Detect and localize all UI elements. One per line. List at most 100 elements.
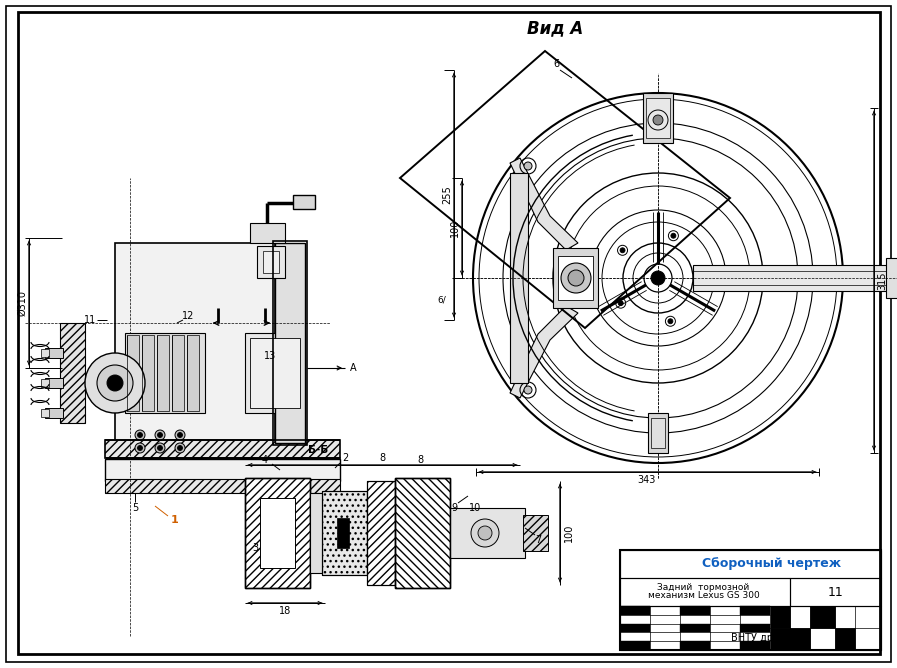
Text: 1: 1 [171, 515, 179, 525]
Bar [395, 478, 450, 588]
Circle shape [478, 526, 492, 540]
Bar [886, 258, 897, 298]
Text: Задний  тормозной: Задний тормозной [658, 584, 750, 593]
Bar [187, 335, 199, 411]
Bar [157, 335, 169, 411]
Polygon shape [510, 173, 528, 383]
Bar [245, 333, 305, 413]
Bar [770, 628, 810, 650]
Bar [250, 223, 285, 243]
Circle shape [671, 233, 676, 238]
Text: Сборочный чертеж: Сборочный чертеж [701, 558, 841, 570]
Circle shape [175, 443, 185, 453]
Bar [770, 606, 790, 628]
Circle shape [561, 263, 591, 293]
Circle shape [155, 443, 165, 453]
Bar [41, 349, 49, 357]
Bar [620, 550, 881, 650]
Bar [60, 323, 85, 423]
Text: 100: 100 [450, 219, 460, 237]
Text: 10: 10 [469, 503, 481, 513]
Circle shape [137, 446, 143, 450]
Bar [105, 440, 340, 458]
Text: 8: 8 [379, 453, 385, 463]
Bar [45, 348, 63, 358]
Circle shape [155, 430, 165, 440]
Bar [125, 333, 205, 413]
Bar [337, 518, 349, 548]
Bar [558, 256, 593, 300]
Bar [523, 515, 548, 551]
Bar [293, 195, 315, 209]
Circle shape [701, 277, 705, 282]
Bar [367, 481, 395, 585]
Bar [553, 248, 598, 308]
Text: 11: 11 [827, 585, 843, 599]
Bar [620, 641, 650, 650]
Text: 100: 100 [564, 524, 574, 542]
Circle shape [178, 432, 182, 438]
Text: 13: 13 [264, 351, 276, 361]
Bar [620, 606, 650, 615]
Bar [45, 408, 63, 418]
Text: 4: 4 [262, 455, 268, 465]
Bar [250, 338, 300, 408]
Bar [680, 624, 710, 633]
Bar [620, 606, 881, 650]
Bar [740, 606, 770, 615]
Circle shape [524, 162, 532, 170]
Bar [693, 265, 888, 291]
Text: 6/: 6/ [438, 295, 447, 305]
Bar [680, 641, 710, 650]
Text: ВНТУ дp.01110: ВНТУ дp.01110 [731, 633, 806, 643]
Text: 343: 343 [638, 475, 657, 485]
Circle shape [653, 115, 663, 125]
Bar [260, 498, 295, 568]
Bar [142, 335, 154, 411]
Polygon shape [510, 158, 578, 250]
Bar [646, 98, 670, 138]
Bar [651, 418, 665, 448]
Bar [263, 251, 279, 273]
Bar [172, 335, 184, 411]
Text: механизм Lexus GS 300: механизм Lexus GS 300 [648, 591, 760, 601]
Circle shape [85, 353, 145, 413]
Text: 6: 6 [553, 59, 559, 69]
Text: 12: 12 [182, 311, 194, 321]
Circle shape [158, 432, 162, 438]
Bar [395, 478, 450, 588]
Text: 255: 255 [442, 186, 452, 204]
Text: 2: 2 [342, 453, 348, 463]
Circle shape [568, 270, 584, 286]
Text: 18: 18 [279, 606, 292, 616]
Bar [648, 413, 668, 453]
Bar [322, 491, 367, 575]
Bar [127, 335, 139, 411]
Text: Ø310: Ø310 [17, 290, 27, 316]
Circle shape [158, 446, 162, 450]
Circle shape [175, 430, 185, 440]
Text: 7: 7 [535, 535, 541, 545]
Circle shape [97, 365, 133, 401]
Text: Вид А: Вид А [527, 19, 583, 37]
Bar [620, 550, 881, 578]
Bar [789, 578, 881, 606]
Bar [257, 246, 285, 278]
Bar [740, 624, 770, 633]
Bar [810, 606, 835, 628]
Bar [620, 578, 789, 606]
Circle shape [668, 319, 673, 324]
Circle shape [135, 430, 145, 440]
Text: 3: 3 [252, 543, 258, 553]
Bar [275, 243, 305, 443]
Circle shape [471, 519, 499, 547]
Bar [45, 378, 63, 388]
Bar [367, 481, 395, 585]
Bar [322, 491, 367, 575]
Text: 9: 9 [451, 503, 457, 513]
Text: 11: 11 [84, 315, 96, 325]
Text: А: А [350, 363, 356, 373]
Bar [273, 241, 307, 445]
Circle shape [107, 375, 123, 391]
Circle shape [524, 386, 532, 394]
